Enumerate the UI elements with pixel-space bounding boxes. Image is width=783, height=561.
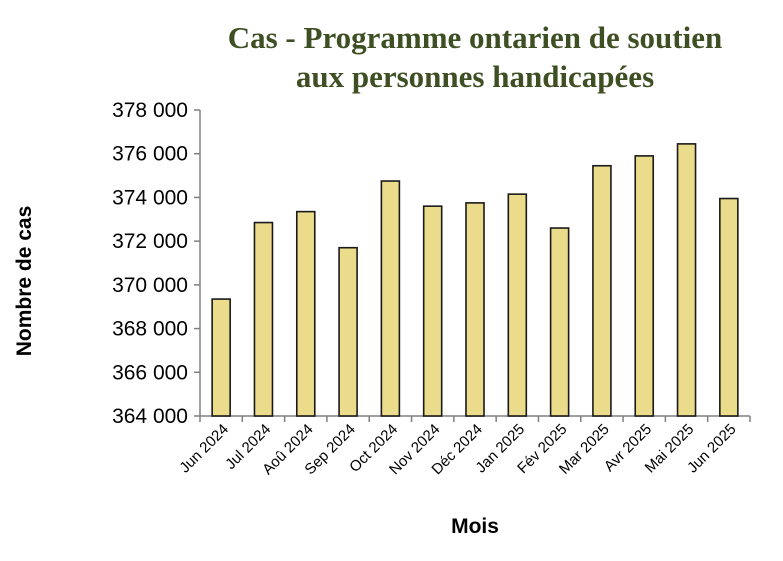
bar xyxy=(422,205,443,417)
bar xyxy=(211,298,231,417)
bar xyxy=(592,164,612,417)
y-axis: 364 000 366 000 368 000 370 000 372 000 374 0… xyxy=(112,99,201,428)
bar xyxy=(465,202,485,417)
x-axis-title: Mois xyxy=(451,515,499,538)
bar xyxy=(507,193,528,417)
y-tick-label: 372 000 xyxy=(112,230,188,253)
y-tick-label: 376 000 xyxy=(112,143,188,166)
x-tick-label: Jun 2024 xyxy=(176,421,232,477)
chart-title: Cas - Programme ontarien de soutien aux … xyxy=(150,18,783,96)
y-tick-label: 378 000 xyxy=(112,99,188,122)
chart-title-line-1: Cas - Programme ontarien de soutien xyxy=(227,20,723,55)
bar xyxy=(295,210,316,417)
y-tick-label: 370 000 xyxy=(112,274,188,297)
bars xyxy=(211,143,739,417)
chart-title-line-2: aux personnes handicapées xyxy=(295,59,655,94)
y-tick-label: 368 000 xyxy=(112,318,188,341)
bar xyxy=(719,197,739,417)
bar xyxy=(634,155,655,417)
y-tick-label: 364 000 xyxy=(112,405,188,428)
y-axis-title: Nombre de cas xyxy=(13,206,36,357)
bar xyxy=(380,180,401,417)
bar xyxy=(676,143,697,417)
y-tick-label: 374 000 xyxy=(112,186,188,209)
y-tick-label: 366 000 xyxy=(112,361,188,384)
x-axis xyxy=(199,415,751,422)
bar xyxy=(338,246,358,417)
bar xyxy=(253,221,274,417)
bar xyxy=(549,227,570,417)
